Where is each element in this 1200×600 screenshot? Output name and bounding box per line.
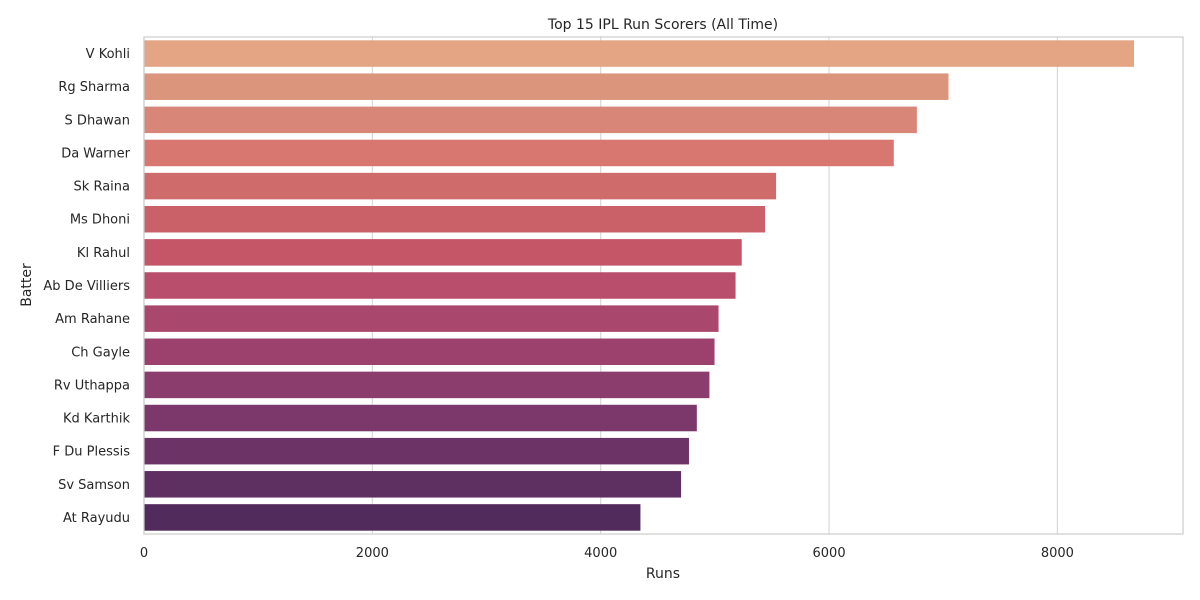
bar xyxy=(144,437,689,465)
y-tick-label: Ms Dhoni xyxy=(70,213,130,228)
x-tick-label: 4000 xyxy=(584,546,617,561)
bar xyxy=(144,73,949,100)
y-tick-label: Sk Raina xyxy=(74,180,130,195)
x-tick-labels: 0 2000 4000 6000 8000 xyxy=(140,546,1074,561)
y-tick-label: Sv Samson xyxy=(58,478,130,493)
y-tick-label: F Du Plessis xyxy=(53,445,131,460)
bar xyxy=(144,40,1135,67)
y-tick-label: Rv Uthappa xyxy=(54,378,130,393)
y-tick-label: Ch Gayle xyxy=(71,345,130,360)
bar-layer xyxy=(144,40,1135,531)
bar xyxy=(144,404,697,432)
bar xyxy=(144,471,682,498)
y-tick-label: Am Rahane xyxy=(55,312,130,327)
y-tick-label: S Dhawan xyxy=(65,113,130,128)
y-tick-label: V Kohli xyxy=(86,47,130,62)
y-axis-label: Batter xyxy=(19,263,35,307)
bar xyxy=(144,338,715,366)
y-tick-label: At Rayudu xyxy=(63,511,130,526)
plot-frame xyxy=(143,36,1184,535)
bar xyxy=(144,504,641,531)
y-tick-label: Ab De Villiers xyxy=(43,279,130,294)
bar xyxy=(144,305,719,332)
bar xyxy=(144,172,777,200)
x-axis-label: Runs xyxy=(646,566,680,582)
x-tick-label: 8000 xyxy=(1041,546,1074,561)
x-tick-label: 6000 xyxy=(813,546,846,561)
y-tick-label: Kd Karthik xyxy=(63,412,130,427)
bar xyxy=(144,205,766,233)
bar xyxy=(144,239,742,266)
bar xyxy=(144,139,894,167)
chart-title: Top 15 IPL Run Scorers (All Time) xyxy=(547,17,778,33)
x-tick-label: 0 xyxy=(140,546,148,561)
bar xyxy=(144,106,917,134)
y-tick-labels: V Kohli Rg Sharma S Dhawan Da Warner Sk Rain… xyxy=(43,47,130,526)
bar xyxy=(144,371,710,399)
y-tick-label: Kl Rahul xyxy=(77,246,130,261)
x-tick-label: 2000 xyxy=(356,546,389,561)
y-tick-label: Da Warner xyxy=(61,146,130,161)
bar xyxy=(144,272,736,299)
y-tick-label: Rg Sharma xyxy=(58,80,130,95)
